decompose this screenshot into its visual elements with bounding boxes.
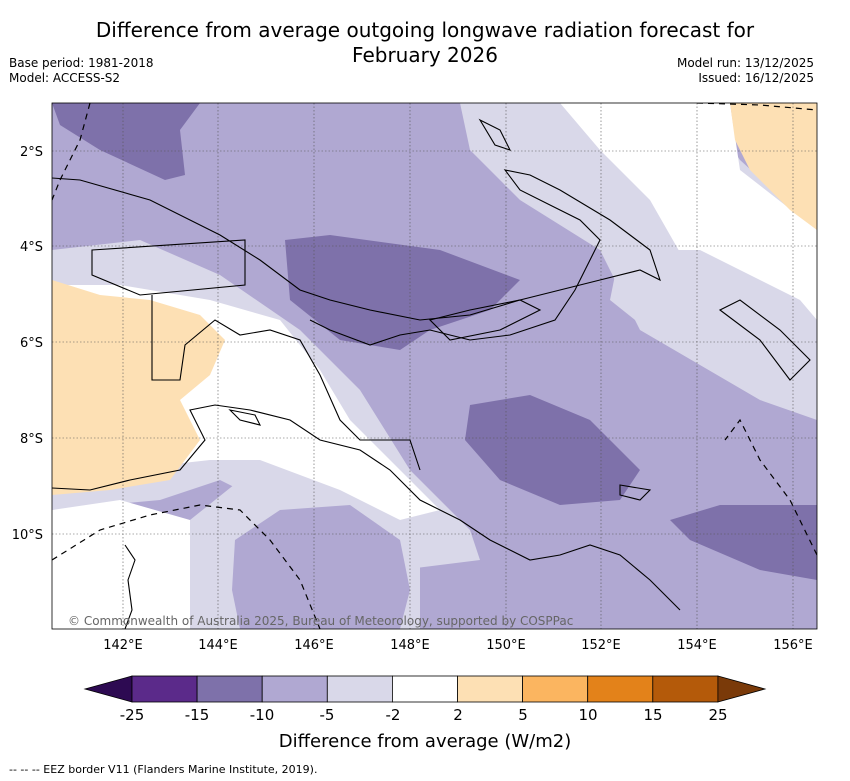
shading-dark-se bbox=[465, 395, 640, 505]
eez-borders bbox=[52, 103, 817, 629]
lon-label-156e: 156°E bbox=[773, 638, 813, 653]
colorbar-title: Difference from average (W/m2) bbox=[278, 731, 572, 752]
colorbar-label: -15 bbox=[184, 706, 210, 724]
colorbar-swatch bbox=[326, 675, 393, 703]
shading-light-band bbox=[610, 250, 817, 420]
lat-label-10s: 10°S bbox=[12, 528, 43, 543]
copyright-notice: © Commonwealth of Australia 2025, Bureau… bbox=[68, 614, 574, 628]
colorbar-extend-low bbox=[83, 675, 133, 703]
shading-orange-west bbox=[52, 280, 225, 495]
colorbar-swatch bbox=[131, 675, 198, 703]
colorbar-label: -5 bbox=[319, 706, 335, 724]
gridlines bbox=[52, 103, 817, 629]
colorbar-label: 5 bbox=[518, 706, 528, 724]
lat-label-8s: 8°S bbox=[20, 432, 43, 447]
lon-label-148e: 148°E bbox=[390, 638, 430, 653]
colorbar-swatch bbox=[261, 675, 328, 703]
colorbar-label: -10 bbox=[249, 706, 275, 724]
shading-orange-ne bbox=[730, 103, 817, 230]
colorbar-swatch bbox=[652, 675, 719, 703]
shading-white-sw bbox=[52, 500, 190, 629]
colorbar-extend-high bbox=[717, 675, 767, 703]
title-line-1: Difference from average outgoing longwav… bbox=[95, 18, 755, 42]
fly-delta bbox=[228, 409, 262, 426]
colorbar-swatch bbox=[457, 675, 523, 703]
island-manus bbox=[478, 118, 512, 151]
colorbar-swatch bbox=[587, 675, 654, 703]
colorbar-swatch bbox=[196, 675, 263, 703]
colorbar-swatch bbox=[391, 675, 458, 703]
base-period-label: Base period: 1981-2018 bbox=[9, 56, 154, 70]
coast-png-north bbox=[52, 169, 661, 346]
island-new-britain bbox=[428, 299, 542, 341]
eez-footnote: -- -- -- EEZ border V11 (Flanders Marine… bbox=[9, 763, 318, 776]
lon-label-152e: 152°E bbox=[581, 638, 621, 653]
map-frame bbox=[51, 102, 818, 630]
model-run-label: Model run: 13/12/2025 bbox=[676, 56, 814, 70]
lon-label-150e: 150°E bbox=[486, 638, 526, 653]
eez-south-west bbox=[52, 504, 321, 629]
anomaly-shading bbox=[52, 103, 817, 629]
shading-dark-center bbox=[285, 235, 520, 350]
shading-dark-nw bbox=[52, 103, 200, 180]
colorbar-swatch bbox=[522, 675, 589, 703]
lat-label-2s: 2°S bbox=[20, 145, 43, 160]
eez-north-west bbox=[52, 103, 91, 201]
colorbar-label: 2 bbox=[453, 706, 463, 724]
lon-label-142e: 142°E bbox=[103, 638, 143, 653]
meta-right: Model run: 13/12/2025 Issued: 16/12/2025 bbox=[677, 56, 814, 86]
island-woodlark bbox=[619, 484, 652, 501]
meta-left: Base period: 1981-2018 Model: ACCESS-S2 bbox=[9, 56, 154, 86]
coastlines bbox=[52, 118, 811, 629]
province-borders bbox=[151, 295, 421, 471]
colorbar-label: 15 bbox=[643, 706, 663, 724]
title-line-2: February 2026 bbox=[352, 43, 498, 67]
cape-york bbox=[124, 544, 136, 629]
eez-south-east bbox=[724, 418, 817, 556]
lat-label-4s: 4°S bbox=[20, 240, 43, 255]
colorbar-label: -2 bbox=[385, 706, 401, 724]
coast-png-south bbox=[52, 404, 681, 611]
latitude-labels: 2°S 4°S 6°S 8°S 10°S bbox=[12, 145, 43, 543]
colorbar bbox=[83, 675, 767, 703]
chart-title: Difference from average outgoing longwav… bbox=[0, 18, 850, 68]
island-bougainville bbox=[718, 299, 811, 381]
eez-north-east bbox=[696, 103, 817, 111]
model-label: Model: ACCESS-S2 bbox=[9, 71, 121, 85]
colorbar-label: -25 bbox=[119, 706, 145, 724]
longitude-labels: 142°E 144°E 146°E 148°E 150°E 152°E 154°… bbox=[103, 638, 813, 653]
issued-label: Issued: 16/12/2025 bbox=[698, 71, 814, 85]
colorbar-label: 25 bbox=[708, 706, 728, 724]
shading-dark-far-se bbox=[670, 505, 817, 580]
colorbar-label: 10 bbox=[578, 706, 598, 724]
lon-label-154e: 154°E bbox=[677, 638, 717, 653]
lon-label-144e: 144°E bbox=[198, 638, 238, 653]
island-new-guinea-west bbox=[91, 239, 246, 296]
lon-label-146e: 146°E bbox=[294, 638, 334, 653]
shading-mid-sw bbox=[232, 505, 410, 629]
lat-label-6s: 6°S bbox=[20, 336, 43, 351]
